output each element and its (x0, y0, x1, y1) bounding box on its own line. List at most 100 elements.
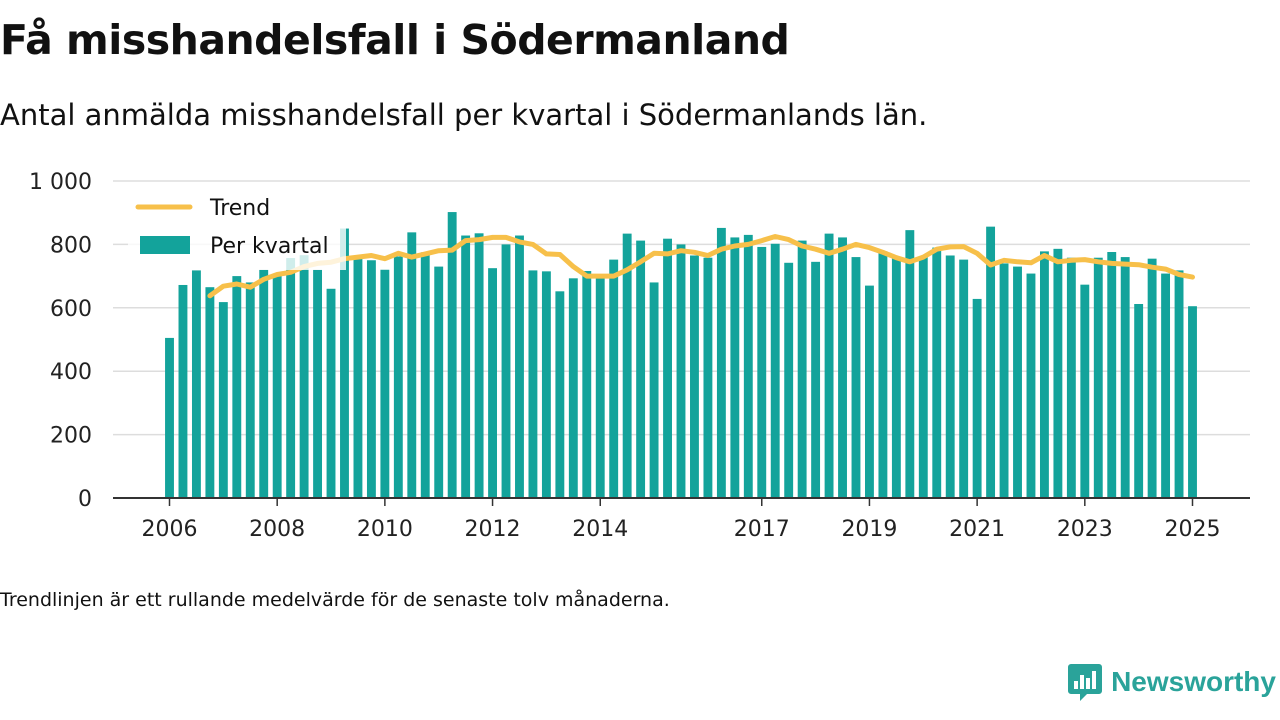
bar (165, 337, 174, 498)
bar (461, 235, 471, 499)
y-tick-label: 800 (50, 233, 92, 258)
bar (434, 266, 444, 498)
axes: 0 200 400 600 800 1 000 2006 2008 2010 2012 2014 20… (29, 170, 1250, 542)
x-tick-label: 2021 (949, 517, 1005, 542)
bar (1013, 266, 1022, 498)
bar (1188, 306, 1197, 498)
bar (380, 269, 390, 498)
bar (568, 278, 578, 498)
bar (649, 282, 659, 498)
newsworthy-logo-icon (1068, 664, 1103, 701)
bar (1066, 257, 1076, 498)
x-tick-label: 2017 (734, 517, 790, 542)
bar (1134, 303, 1144, 498)
x-tick-label: 2019 (841, 517, 897, 542)
x-tick-label: 2014 (572, 517, 628, 542)
chart-title: Få misshandelsfall i Södermanland (0, 16, 790, 64)
bar (838, 237, 847, 498)
x-tick-label: 2012 (465, 517, 521, 542)
bar (474, 233, 484, 498)
trend-line-series (207, 234, 1195, 299)
bar-series-per-kvartal (165, 212, 1197, 499)
bar (703, 257, 713, 498)
bar (541, 271, 551, 498)
x-tick-label: 2010 (357, 517, 413, 542)
bar (488, 268, 497, 498)
bar (582, 271, 592, 498)
bar (932, 247, 942, 498)
bar (757, 246, 767, 498)
bar (299, 255, 309, 498)
bar (622, 233, 632, 498)
bar (313, 269, 323, 498)
bar (528, 270, 538, 498)
bar (393, 256, 403, 498)
legend: Trend Per kvartal (128, 188, 346, 270)
bar (326, 288, 336, 498)
bar (999, 263, 1009, 498)
y-tick-label: 1 000 (29, 170, 92, 195)
x-tick-label: 2006 (142, 517, 198, 542)
bar (407, 232, 417, 498)
y-tick-label: 400 (50, 360, 92, 385)
bar (1107, 252, 1117, 498)
footnote: Trendlinjen är ett rullande medelvärde f… (0, 589, 670, 611)
bar (784, 262, 794, 498)
legend-label-trend: Trend (209, 196, 270, 221)
bar (663, 238, 672, 498)
chart-subtitle: Antal anmälda misshandelsfall per kvarta… (0, 98, 928, 132)
bar (891, 257, 901, 498)
bar (959, 259, 969, 498)
bar (286, 258, 296, 498)
bar (972, 298, 982, 498)
bar (797, 240, 807, 498)
y-tick-label: 0 (78, 487, 92, 512)
bar (353, 256, 363, 498)
bar (730, 237, 740, 498)
bar (905, 230, 915, 498)
bar (986, 226, 996, 498)
bar (1161, 273, 1171, 498)
bar (420, 252, 430, 498)
bar (770, 243, 780, 498)
x-tick-label: 2008 (249, 517, 305, 542)
bar (1039, 251, 1049, 498)
bar (1174, 270, 1184, 498)
bar (1053, 248, 1063, 498)
bar (447, 212, 457, 499)
bar (945, 255, 955, 498)
bar (191, 270, 201, 498)
bar (272, 274, 282, 498)
brand-logo[interactable]: Newsworthy (1067, 662, 1276, 702)
brand-name: Newsworthy (1111, 666, 1276, 697)
bar (636, 240, 646, 498)
bar (366, 260, 376, 498)
bar-line-chart: 0 200 400 600 800 1 000 2006 2008 2010 2012 2014 20… (29, 170, 1250, 542)
bar (259, 269, 269, 498)
bar (245, 282, 255, 498)
bar (218, 302, 228, 498)
bar (743, 234, 753, 498)
bar (1080, 284, 1090, 498)
bar (878, 251, 888, 498)
bar (1147, 258, 1157, 498)
bar (676, 244, 686, 498)
bar (232, 276, 242, 498)
trend-line (207, 234, 1195, 299)
bar (178, 284, 188, 498)
bar (205, 287, 215, 498)
x-tick-label: 2023 (1057, 517, 1113, 542)
bar (1093, 257, 1103, 498)
bar (824, 233, 834, 498)
bar (716, 227, 726, 498)
bar (690, 255, 699, 498)
bar (865, 285, 874, 498)
bar (555, 291, 565, 498)
legend-label-per-kvartal: Per kvartal (210, 234, 329, 259)
legend-background (128, 188, 346, 270)
bar (340, 228, 349, 499)
bar (609, 259, 619, 498)
bar (851, 257, 861, 498)
legend-swatch-per-kvartal (140, 236, 190, 254)
bar (515, 235, 524, 499)
